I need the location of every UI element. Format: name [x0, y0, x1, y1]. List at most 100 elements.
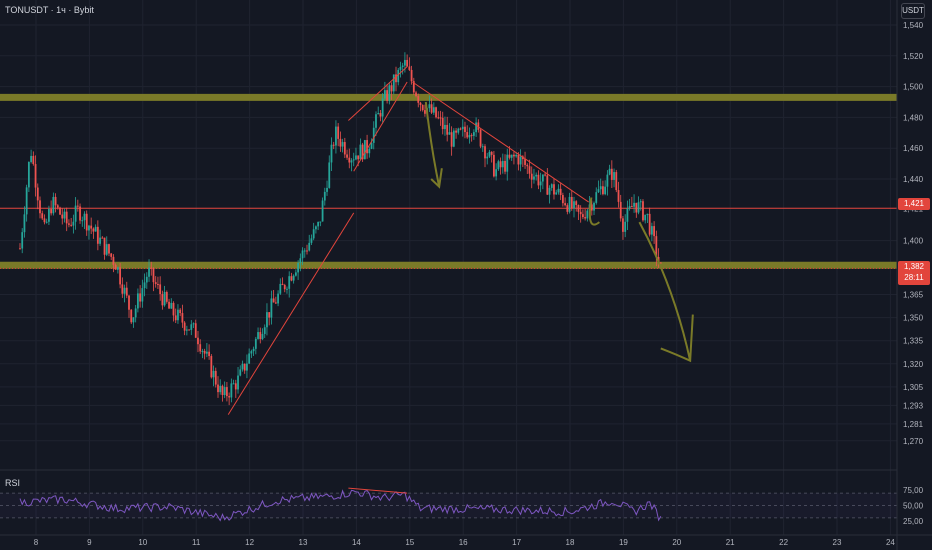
- candle-body: [386, 90, 389, 101]
- date-tick-label: 18: [566, 538, 575, 547]
- candle-body: [401, 65, 404, 67]
- candle-body: [239, 369, 242, 376]
- candle-body: [457, 128, 460, 133]
- candle-body: [54, 196, 57, 206]
- candle-body: [350, 160, 353, 163]
- candle-body: [546, 175, 549, 195]
- candle-body: [274, 302, 277, 304]
- candle-body: [472, 132, 475, 136]
- candle-body: [110, 253, 113, 257]
- candle-body: [103, 237, 106, 255]
- candle-body: [437, 117, 440, 119]
- date-tick-label: 15: [405, 538, 414, 547]
- candle-body: [43, 218, 46, 223]
- candle-body: [59, 207, 61, 215]
- candle-body: [81, 220, 84, 222]
- candle-body: [493, 154, 495, 177]
- candle-body: [32, 155, 35, 165]
- candle-body: [412, 81, 415, 93]
- candle-body: [504, 160, 506, 172]
- candle-body: [50, 209, 53, 214]
- candle-body: [88, 225, 90, 231]
- candle-body: [441, 117, 444, 130]
- candle-body: [624, 221, 627, 232]
- candle-body: [615, 172, 618, 191]
- candle-body: [254, 338, 257, 349]
- candle-body: [328, 162, 331, 188]
- candle-body: [312, 229, 315, 239]
- countdown-value: 28:11: [904, 273, 924, 282]
- candle-body: [201, 350, 204, 352]
- candle-body: [397, 69, 400, 83]
- candle-body: [243, 363, 246, 371]
- last-price-tag: 1,382 28:11: [898, 261, 930, 285]
- price-tick-label: 1,520: [903, 52, 924, 61]
- candle-body: [141, 288, 144, 302]
- candle-body: [390, 85, 393, 92]
- candle-body: [432, 107, 435, 113]
- candle-body: [550, 184, 553, 188]
- date-tick-label: 20: [672, 538, 681, 547]
- candle-body: [573, 201, 575, 209]
- rsi-tick-label: 50,00: [903, 502, 924, 511]
- candle-body: [484, 146, 486, 159]
- candle-body: [154, 282, 157, 285]
- candle-body: [339, 138, 342, 147]
- price-tick-label: 1,365: [903, 291, 924, 300]
- candle-body: [179, 309, 182, 314]
- candle-body: [524, 159, 526, 165]
- candle-body: [330, 144, 333, 163]
- candle-body: [74, 205, 77, 222]
- candle-body: [301, 250, 304, 259]
- candle-body: [517, 154, 520, 165]
- candle-body: [439, 117, 442, 119]
- candle-body: [497, 161, 500, 170]
- candle-body: [617, 190, 620, 202]
- candle-body: [368, 148, 371, 154]
- candle-body: [203, 350, 206, 354]
- candle-body: [308, 242, 311, 251]
- date-tick-label: 24: [886, 538, 895, 547]
- candle-body: [221, 385, 224, 396]
- candle-body: [346, 154, 348, 158]
- date-tick-label: 21: [726, 538, 735, 547]
- candle-body: [495, 169, 498, 177]
- candle-body: [381, 98, 384, 117]
- uptrend-line: [227, 212, 355, 415]
- candle-body: [114, 264, 117, 270]
- candle-body: [145, 276, 148, 283]
- candle-body: [477, 122, 480, 130]
- candle-body: [261, 333, 264, 340]
- candle-body: [415, 92, 417, 97]
- wedge-bottom-line: [353, 81, 408, 172]
- candle-body: [341, 142, 344, 147]
- candle-body: [499, 161, 502, 168]
- candle-body: [257, 332, 259, 339]
- candle-body: [219, 385, 222, 393]
- candle-body: [90, 225, 93, 229]
- candle-body: [602, 186, 604, 195]
- candle-body: [570, 196, 573, 209]
- candle-body: [633, 202, 635, 207]
- price-tick-label: 1,440: [903, 175, 924, 184]
- candle-body: [479, 129, 482, 147]
- price-tick-label: 1,320: [903, 360, 924, 369]
- drawings: [227, 66, 694, 415]
- candle-body: [388, 85, 391, 101]
- candle-body: [217, 384, 219, 393]
- candle-body: [248, 353, 251, 364]
- candle-body: [165, 292, 168, 302]
- candle-body: [526, 164, 529, 167]
- price-tick-label: 1,400: [903, 237, 924, 246]
- candle-body: [232, 383, 235, 385]
- candle-body: [535, 174, 538, 177]
- candle-body: [148, 267, 150, 277]
- resistance-zone: [0, 93, 897, 101]
- candle-body: [252, 348, 255, 352]
- candle-body: [553, 184, 555, 195]
- date-tick-label: 17: [512, 538, 521, 547]
- currency-button[interactable]: USDT: [901, 3, 925, 19]
- wedge-top-line: [348, 66, 408, 121]
